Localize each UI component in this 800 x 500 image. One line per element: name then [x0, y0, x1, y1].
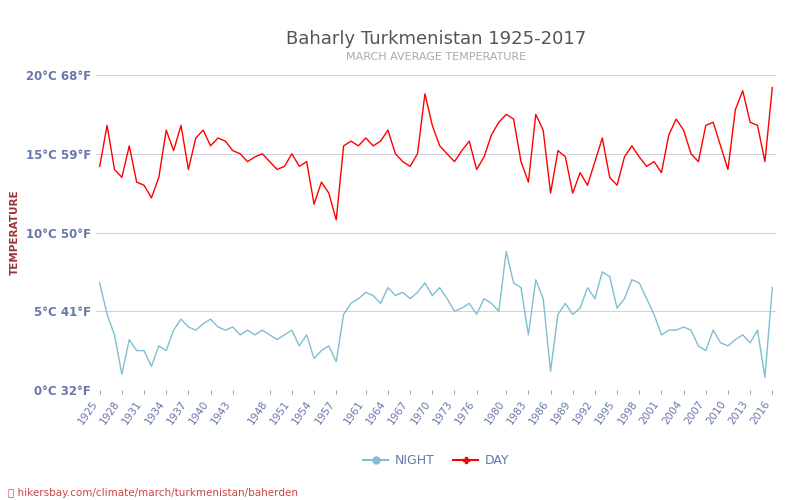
Legend: NIGHT, DAY: NIGHT, DAY	[358, 449, 514, 472]
Text: 📍 hikersbay.com/climate/march/turkmenistan/baherden: 📍 hikersbay.com/climate/march/turkmenist…	[8, 488, 298, 498]
Text: MARCH AVERAGE TEMPERATURE: MARCH AVERAGE TEMPERATURE	[346, 52, 526, 62]
Y-axis label: TEMPERATURE: TEMPERATURE	[10, 190, 20, 276]
Title: Baharly Turkmenistan 1925-2017: Baharly Turkmenistan 1925-2017	[286, 30, 586, 48]
